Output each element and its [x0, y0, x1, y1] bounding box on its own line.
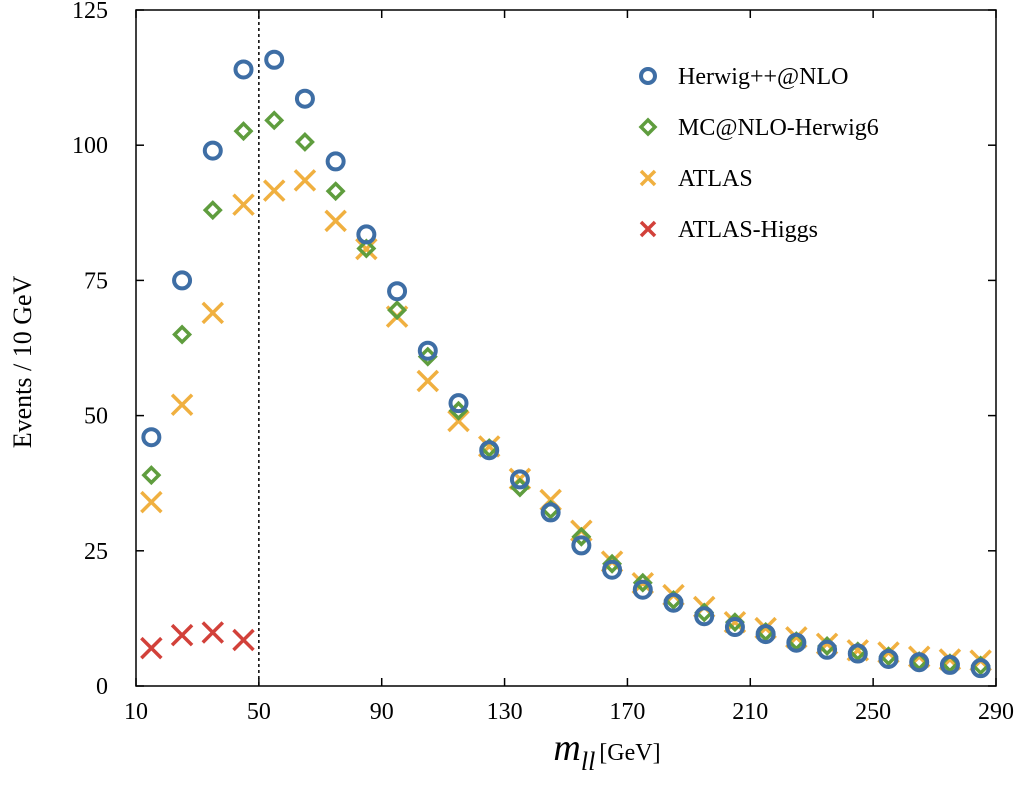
data-point: [233, 121, 254, 142]
x-tick-label: 90: [370, 699, 394, 725]
x-axis-label-unit: [GeV]: [599, 740, 660, 766]
data-point: [202, 200, 223, 221]
x-tick-label: 290: [978, 699, 1014, 725]
data-point: [233, 59, 254, 80]
y-axis-label: Events / 10 GeV: [8, 275, 37, 448]
data-point: [939, 654, 960, 675]
data-point: [232, 193, 255, 216]
x-axis-label-main: m: [553, 727, 580, 769]
x-tick-label: 210: [732, 699, 768, 725]
data-point: [264, 49, 285, 70]
legend-marker: [639, 220, 657, 238]
data-point: [325, 181, 346, 202]
y-tick-label: 100: [72, 133, 108, 159]
y-tick-label: 25: [84, 539, 108, 565]
data-point: [141, 465, 162, 486]
data-point: [141, 427, 162, 448]
data-point: [632, 572, 653, 593]
data-point: [724, 617, 745, 638]
data-point: [202, 140, 223, 161]
data-point: [172, 324, 193, 345]
data-point: [356, 224, 377, 245]
data-point: [479, 440, 500, 461]
x-axis-label: mll [GeV]: [553, 727, 660, 776]
data-point: [448, 393, 469, 414]
data-point: [447, 409, 470, 433]
x-tick-label: 170: [609, 699, 645, 725]
legend-label: ATLAS-Higgs: [678, 217, 818, 243]
data-point: [847, 643, 868, 664]
y-tick-label: 125: [72, 0, 108, 24]
x-tick-label: 10: [124, 699, 148, 725]
data-point: [262, 179, 286, 202]
y-tick-label: 75: [84, 268, 108, 294]
data-point: [571, 526, 592, 547]
data-point: [170, 623, 194, 647]
plot-border: [135, 9, 997, 687]
x-tick-label: 50: [247, 699, 271, 725]
series-herwig-nlo: [141, 49, 991, 679]
data-point: [355, 237, 378, 261]
x-axis-label-sub: ll: [581, 747, 595, 776]
data-point: [632, 579, 653, 600]
legend-marker: [639, 169, 657, 187]
data-point: [970, 658, 991, 679]
y-tick-label: 0: [96, 674, 108, 700]
data-point: [294, 88, 315, 109]
data-point: [817, 639, 838, 660]
data-point: [909, 652, 930, 673]
data-point: [170, 393, 194, 417]
series-atlas: [140, 169, 992, 672]
data-point: [325, 151, 346, 172]
data-point: [694, 606, 715, 627]
legend: Herwig++@NLO MC@NLO-Herwig6 ATLAS ATLAS-Hig…: [638, 64, 879, 243]
data-point: [571, 535, 592, 556]
data-point: [201, 621, 225, 644]
data-point: [755, 624, 776, 645]
data-point: [602, 559, 623, 580]
data-point: [786, 632, 807, 653]
data-point: [878, 648, 899, 669]
data-point: [387, 300, 408, 321]
legend-label: ATLAS: [678, 166, 753, 192]
data-point: [201, 301, 225, 325]
x-tick-label: 130: [487, 699, 523, 725]
legend-label: MC@NLO-Herwig6: [678, 115, 879, 141]
data-point: [417, 340, 438, 361]
data-point: [294, 131, 315, 152]
data-point: [140, 636, 163, 660]
series-mc-nlo-herwig6: [141, 110, 991, 676]
data-point: [356, 238, 377, 259]
series-atlas-higgs: [140, 621, 255, 660]
data-point: [293, 169, 317, 192]
data-point: [264, 110, 285, 131]
legend-label: Herwig++@NLO: [678, 64, 848, 90]
legend-marker: [638, 117, 658, 137]
data-point: [324, 209, 347, 233]
y-tick-label: 50: [84, 404, 108, 430]
data-point: [232, 628, 255, 652]
data-point: [663, 592, 684, 613]
axis-ticks: 10 50 90 130 170 210 250 290 0 25 50 75 100 125: [72, 0, 1014, 725]
data-point: [509, 469, 530, 490]
x-tick-label: 250: [855, 699, 891, 725]
data-point: [140, 490, 163, 514]
plot-frame: [135, 9, 997, 687]
data-point: [387, 281, 408, 302]
data-point: [540, 502, 561, 523]
legend-marker: [639, 67, 657, 85]
data-point: [172, 270, 193, 291]
data-point: [416, 369, 440, 393]
data-series: [140, 49, 992, 679]
